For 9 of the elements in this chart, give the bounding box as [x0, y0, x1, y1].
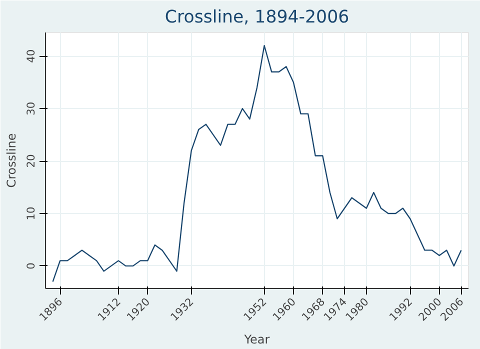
y-tick-label: 10	[24, 206, 38, 220]
y-axis-title: Crossline	[4, 133, 18, 188]
y-tick-label: 0	[24, 262, 38, 270]
x-axis-title: Year	[243, 332, 270, 346]
y-tick-label: 20	[24, 154, 38, 168]
y-tick-label: 30	[24, 102, 38, 116]
chart-title: Crossline, 1894-2006	[164, 8, 350, 28]
line-series	[52, 45, 462, 282]
y-tick-label: 40	[24, 49, 38, 63]
